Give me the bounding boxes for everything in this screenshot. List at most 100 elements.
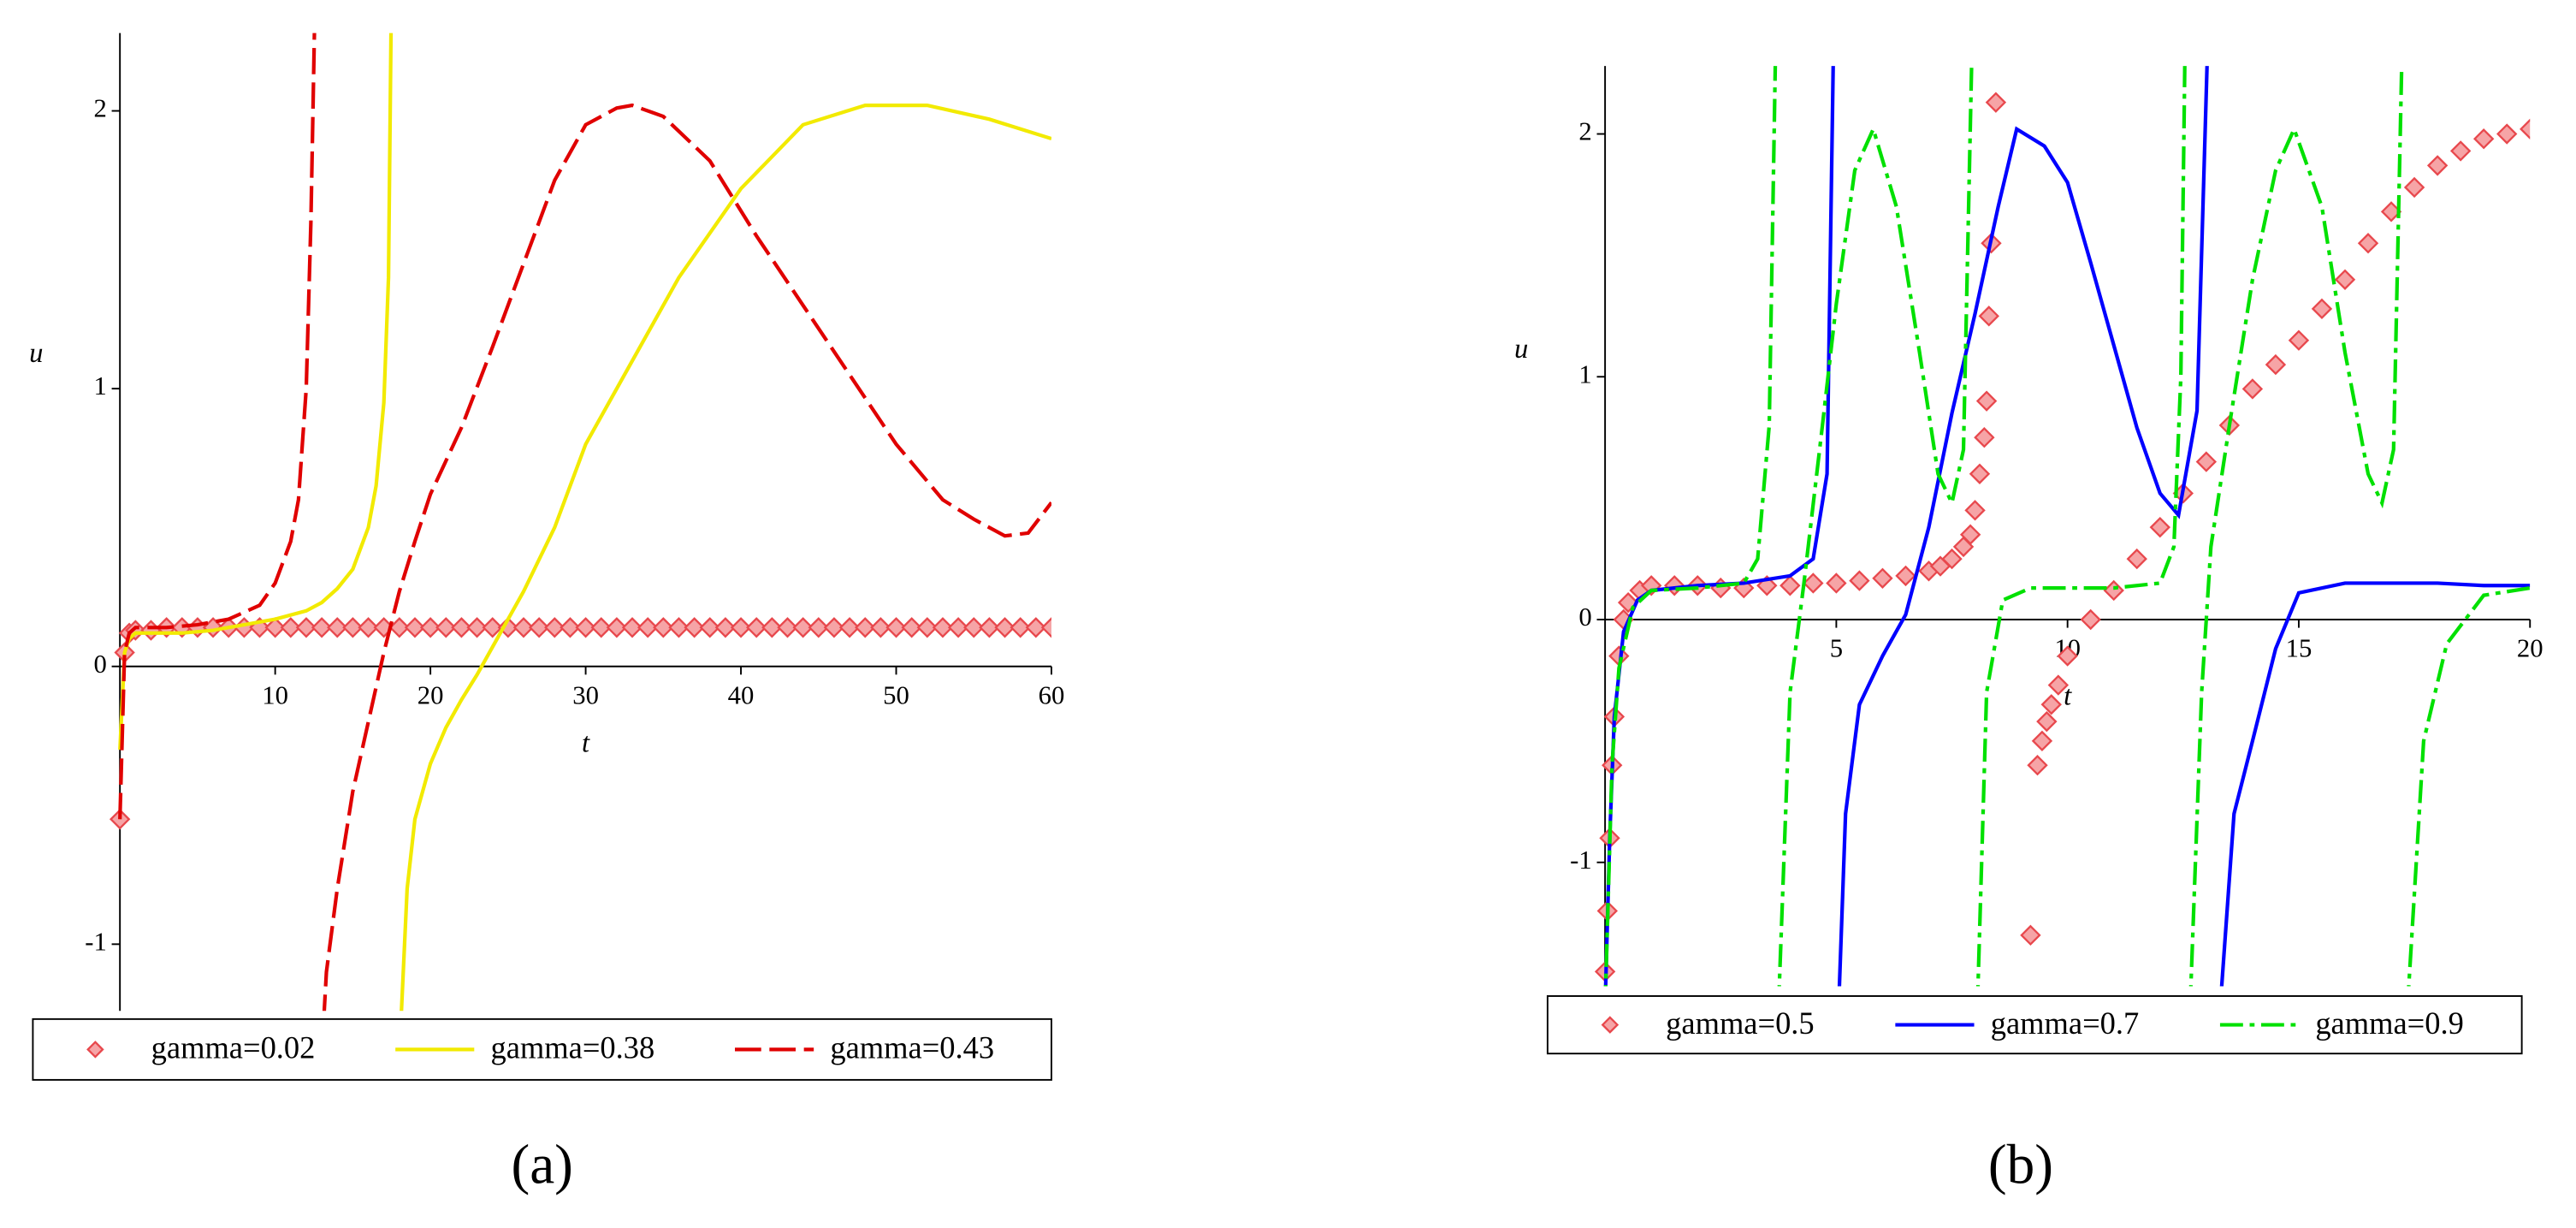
caption: (a): [511, 1134, 572, 1195]
x-axis-label: t: [2064, 681, 2072, 712]
point: [358, 617, 379, 638]
point: [606, 617, 628, 638]
point: [590, 617, 612, 638]
legend-box: [1546, 995, 2523, 1055]
point: [1964, 500, 1986, 521]
point: [451, 617, 472, 638]
point: [621, 617, 643, 638]
point: [435, 617, 457, 638]
point: [994, 617, 1016, 638]
point: [2126, 548, 2147, 570]
point: [2036, 710, 2058, 733]
point: [1941, 548, 1963, 570]
y-tick-label: 1: [1578, 359, 1591, 389]
x-tick-label: 40: [728, 680, 755, 709]
x-tick-label: 60: [1039, 680, 1065, 709]
point: [2020, 924, 2041, 946]
point: [730, 617, 752, 638]
point: [699, 617, 720, 638]
point: [1974, 427, 1995, 448]
y-axis-label: u: [29, 338, 43, 369]
legend-label: gamma=0.9: [2315, 1006, 2464, 1041]
plot-area: [109, 33, 1051, 1011]
plot-area: [1594, 66, 2531, 987]
point: [792, 617, 814, 638]
legend-marker: [86, 1041, 104, 1059]
point: [264, 617, 286, 638]
point: [1975, 390, 1998, 412]
point: [684, 617, 705, 638]
x-tick-label: 10: [262, 680, 288, 709]
point: [823, 617, 845, 638]
point: [2103, 579, 2124, 602]
point: [2241, 378, 2264, 400]
point: [2449, 140, 2472, 162]
point: [327, 617, 348, 638]
point: [963, 617, 985, 638]
point: [2027, 755, 2048, 776]
series-line: [1603, 66, 2531, 987]
point: [280, 617, 301, 638]
point: [979, 617, 1000, 638]
x-tick-label: 20: [2517, 634, 2543, 663]
series-line: [118, 33, 1051, 1011]
point: [761, 617, 783, 638]
legend-marker: [1601, 1016, 1620, 1034]
y-tick-label: 2: [1578, 117, 1591, 146]
point: [2426, 155, 2449, 176]
point: [1803, 572, 1824, 594]
x-tick-label: 5: [1830, 634, 1843, 663]
point: [901, 617, 922, 638]
point: [777, 617, 798, 638]
y-tick-label: 0: [93, 650, 106, 679]
legend-label: gamma=0.38: [491, 1030, 655, 1065]
series-line: [1603, 66, 2531, 987]
point: [311, 617, 333, 638]
point: [1978, 306, 1999, 327]
point: [870, 617, 891, 638]
point: [885, 617, 907, 638]
point: [2357, 233, 2379, 254]
legend-label: gamma=0.7: [1991, 1006, 2140, 1041]
point: [466, 617, 488, 638]
legend-label: gamma=0.43: [830, 1030, 994, 1065]
point: [404, 617, 426, 638]
point: [2403, 176, 2425, 199]
x-tick-label: 30: [572, 680, 599, 709]
point: [1969, 463, 1991, 484]
point: [388, 617, 411, 638]
point: [2520, 118, 2531, 140]
point: [637, 617, 659, 638]
point: [2472, 128, 2495, 150]
point: [2080, 608, 2101, 631]
x-tick-label: 20: [417, 680, 444, 709]
point: [497, 617, 519, 638]
point: [2040, 694, 2062, 715]
point: [2149, 516, 2170, 538]
x-tick-label: 15: [2286, 634, 2312, 663]
legend-label: gamma=0.5: [1666, 1006, 1814, 1041]
point: [560, 617, 581, 638]
point: [855, 617, 876, 638]
point: [1872, 567, 1893, 589]
point: [1010, 617, 1031, 638]
point: [1849, 570, 1870, 591]
caption: (b): [1988, 1134, 2053, 1195]
legend-box: [32, 1017, 1052, 1081]
point: [2047, 674, 2070, 696]
point: [295, 617, 317, 638]
point: [2311, 298, 2333, 320]
y-tick-label: 0: [1578, 602, 1591, 632]
point: [932, 617, 954, 638]
point: [2334, 269, 2356, 290]
point: [1025, 617, 1047, 638]
point: [947, 617, 969, 638]
point: [746, 617, 767, 638]
legend-label: gamma=0.02: [151, 1030, 316, 1065]
point: [1985, 92, 2007, 113]
point: [2031, 730, 2053, 752]
point: [1895, 565, 1916, 587]
y-axis-label: u: [1514, 334, 1528, 365]
point: [2057, 645, 2078, 667]
